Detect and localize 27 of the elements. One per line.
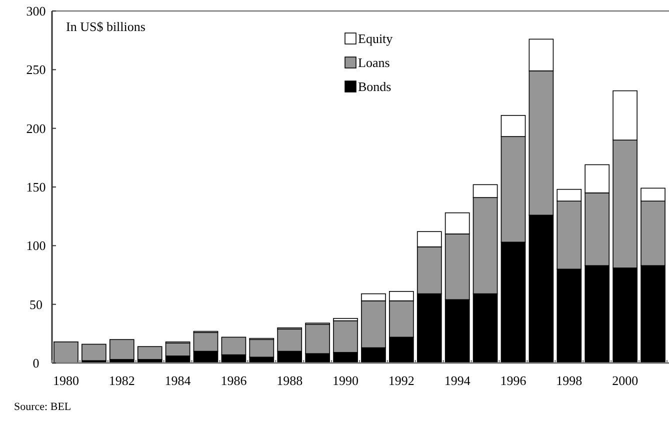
legend-label: Loans (358, 55, 390, 70)
legend-label: Bonds (358, 79, 392, 94)
y-tick-label: 0 (32, 356, 40, 371)
x-tick-label: 1982 (108, 373, 135, 388)
y-tick-label: 100 (26, 238, 46, 254)
x-tick-label: 1994 (444, 373, 471, 388)
source-note: Source: BEL (14, 401, 72, 413)
y-tick-label: 50 (30, 296, 42, 312)
y-tick-label: 150 (26, 180, 46, 195)
x-tick-label: 1992 (388, 373, 414, 388)
x-tick-label: 1996 (500, 373, 527, 388)
x-tick-label: 1998 (556, 373, 582, 388)
bar (54, 341, 78, 364)
y-tick-label: 250 (26, 62, 46, 78)
x-tick-label: 1980 (52, 373, 79, 388)
x-tick-label: 1990 (332, 373, 359, 388)
bar (137, 346, 162, 360)
bar (109, 339, 134, 360)
bar (82, 344, 106, 362)
x-tick-label: 1984 (164, 373, 192, 388)
y-tick-label: 300 (26, 4, 46, 19)
legend-label: Equity (358, 31, 394, 46)
y-axis-title: In US$ billions (66, 19, 146, 34)
y-tick-label: 200 (26, 120, 46, 136)
x-tick-label: 1988 (276, 373, 303, 388)
x-tick-label: 2000 (612, 373, 638, 388)
x-tick-label: 1986 (220, 373, 248, 388)
